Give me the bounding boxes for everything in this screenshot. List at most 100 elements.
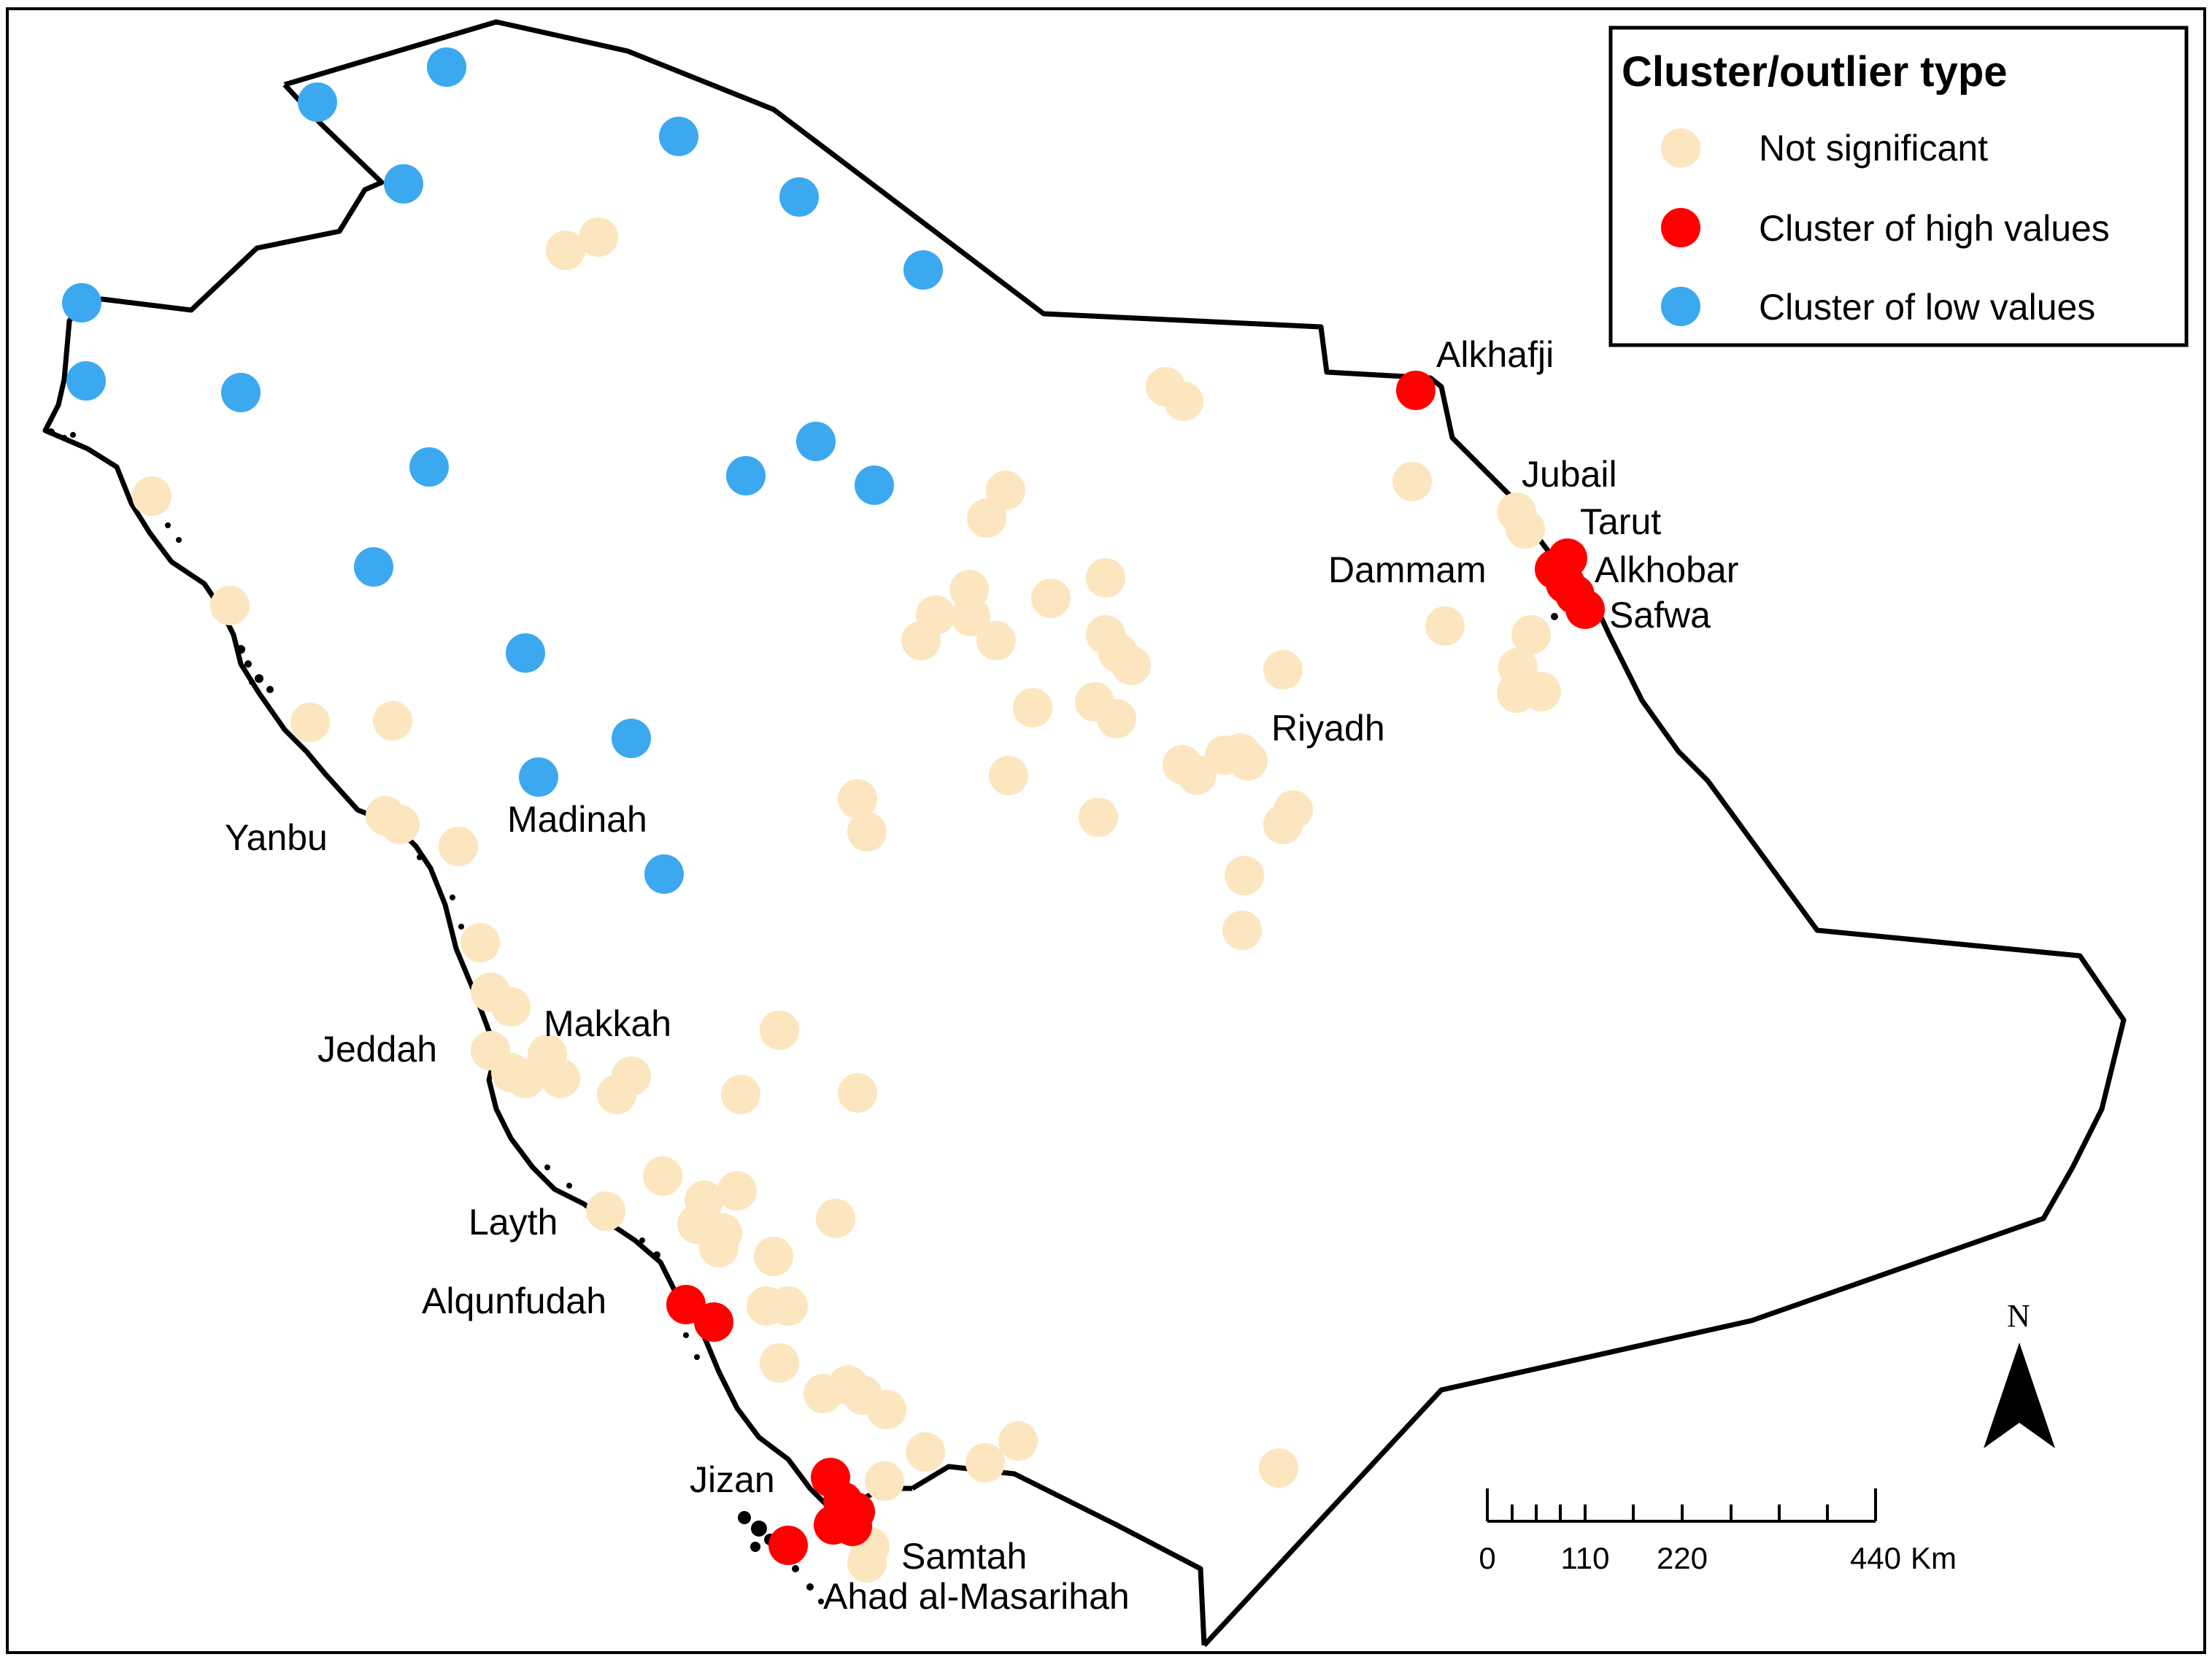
map-point xyxy=(796,422,836,461)
map-point xyxy=(768,1286,808,1326)
map-point xyxy=(62,283,101,322)
map-point xyxy=(460,923,500,962)
map-point xyxy=(644,854,684,894)
not-significant-points xyxy=(132,217,1561,1583)
map-point xyxy=(373,701,412,741)
map-point xyxy=(1506,509,1545,549)
map-point xyxy=(1259,1448,1298,1488)
map-point xyxy=(1263,650,1303,689)
map-point xyxy=(1177,755,1217,795)
city-label-makkah: Makkah xyxy=(544,1003,671,1044)
map-point xyxy=(612,1056,651,1096)
map-point xyxy=(951,597,990,636)
scale-bar xyxy=(1486,1488,1877,1523)
city-label-yanbu: Yanbu xyxy=(225,817,328,858)
map-point xyxy=(989,756,1028,795)
map-point xyxy=(612,719,651,758)
map-point xyxy=(210,586,250,625)
map-point xyxy=(1111,646,1151,685)
map-point xyxy=(1396,371,1436,410)
map-point xyxy=(1222,911,1262,950)
legend-marker-high xyxy=(1661,208,1700,247)
legend-label-high: Cluster of high values xyxy=(1759,208,2110,249)
map-point xyxy=(519,757,558,797)
legend-marker-low xyxy=(1661,287,1700,326)
map-point xyxy=(541,1059,580,1098)
map-point xyxy=(643,1156,682,1196)
scale-label-440: 440 xyxy=(1850,1541,1901,1575)
map-point xyxy=(290,703,330,742)
scale-unit: Km xyxy=(1911,1541,1957,1575)
legend-label-low: Cluster of low values xyxy=(1759,287,2095,328)
city-labels: Alkhafji Jubail Tarut Dammam Alkhobar Sa… xyxy=(225,334,1738,1617)
city-label-jizan: Jizan xyxy=(690,1459,775,1500)
map-point xyxy=(976,621,1016,660)
map-point xyxy=(586,1191,625,1231)
map-point xyxy=(1511,615,1551,654)
map-point xyxy=(694,1302,733,1342)
map-point xyxy=(506,633,545,673)
map-point xyxy=(717,1171,757,1210)
map-point xyxy=(768,1526,808,1565)
city-label-samtah: Samtah xyxy=(901,1536,1027,1577)
city-label-jubail: Jubail xyxy=(1522,454,1617,495)
map-point xyxy=(967,498,1006,538)
map-point xyxy=(546,231,585,270)
legend-box xyxy=(1608,26,2189,347)
map-point xyxy=(354,547,393,587)
legend-marker-not-significant xyxy=(1661,128,1700,168)
map-point xyxy=(491,987,531,1027)
map-point xyxy=(867,1390,906,1429)
north-arrow-icon xyxy=(1984,1343,2055,1448)
city-label-ahad-al-masarihah: Ahad al-Masarihah xyxy=(823,1576,1130,1617)
map-point xyxy=(779,177,819,217)
city-label-alkhafji: Alkhafji xyxy=(1436,334,1554,375)
map-point xyxy=(847,1543,887,1583)
map-point xyxy=(409,447,449,487)
city-label-jeddah: Jeddah xyxy=(317,1029,437,1070)
city-label-alqunfudah: Alqunfudah xyxy=(422,1280,606,1321)
map-point xyxy=(439,827,478,866)
map-point xyxy=(760,1011,799,1050)
north-arrow: N xyxy=(1984,1298,2055,1448)
map-point xyxy=(427,47,466,87)
map-point xyxy=(901,621,941,660)
map-point xyxy=(1031,579,1071,618)
city-label-madinah: Madinah xyxy=(507,799,647,840)
legend-title: Cluster/outlier type xyxy=(1622,48,2008,96)
map-point xyxy=(906,1432,945,1472)
city-label-layth: Layth xyxy=(469,1202,558,1243)
map-point xyxy=(659,117,698,156)
map-point xyxy=(986,471,1025,510)
map-point xyxy=(298,82,337,122)
map-point xyxy=(66,361,106,401)
map-point xyxy=(998,1421,1038,1461)
low-value-points xyxy=(62,47,943,894)
map-point xyxy=(1225,856,1264,895)
map-point xyxy=(1228,741,1268,781)
scale-label-220: 220 xyxy=(1657,1541,1708,1575)
map-point xyxy=(760,1343,799,1383)
scale-label-110: 110 xyxy=(1561,1541,1610,1575)
map-point xyxy=(699,1228,739,1267)
map-point xyxy=(685,1181,724,1220)
high-value-points xyxy=(666,371,1605,1565)
scale-label-0: 0 xyxy=(1479,1541,1495,1575)
map-point xyxy=(855,465,894,505)
city-label-alkhobar: Alkhobar xyxy=(1595,549,1738,590)
map-point xyxy=(1079,797,1118,837)
map-point xyxy=(721,1075,760,1114)
north-arrow-label: N xyxy=(2007,1298,2030,1334)
map-point xyxy=(838,1073,877,1113)
map-point xyxy=(384,164,423,204)
map-point xyxy=(1425,606,1465,646)
city-label-safwa: Safwa xyxy=(1609,595,1711,636)
map-point xyxy=(1097,699,1136,738)
map-point xyxy=(833,1507,872,1546)
map-point xyxy=(1565,590,1605,629)
map-point xyxy=(1013,688,1052,727)
map-point xyxy=(1263,805,1303,844)
map-point xyxy=(903,250,943,290)
